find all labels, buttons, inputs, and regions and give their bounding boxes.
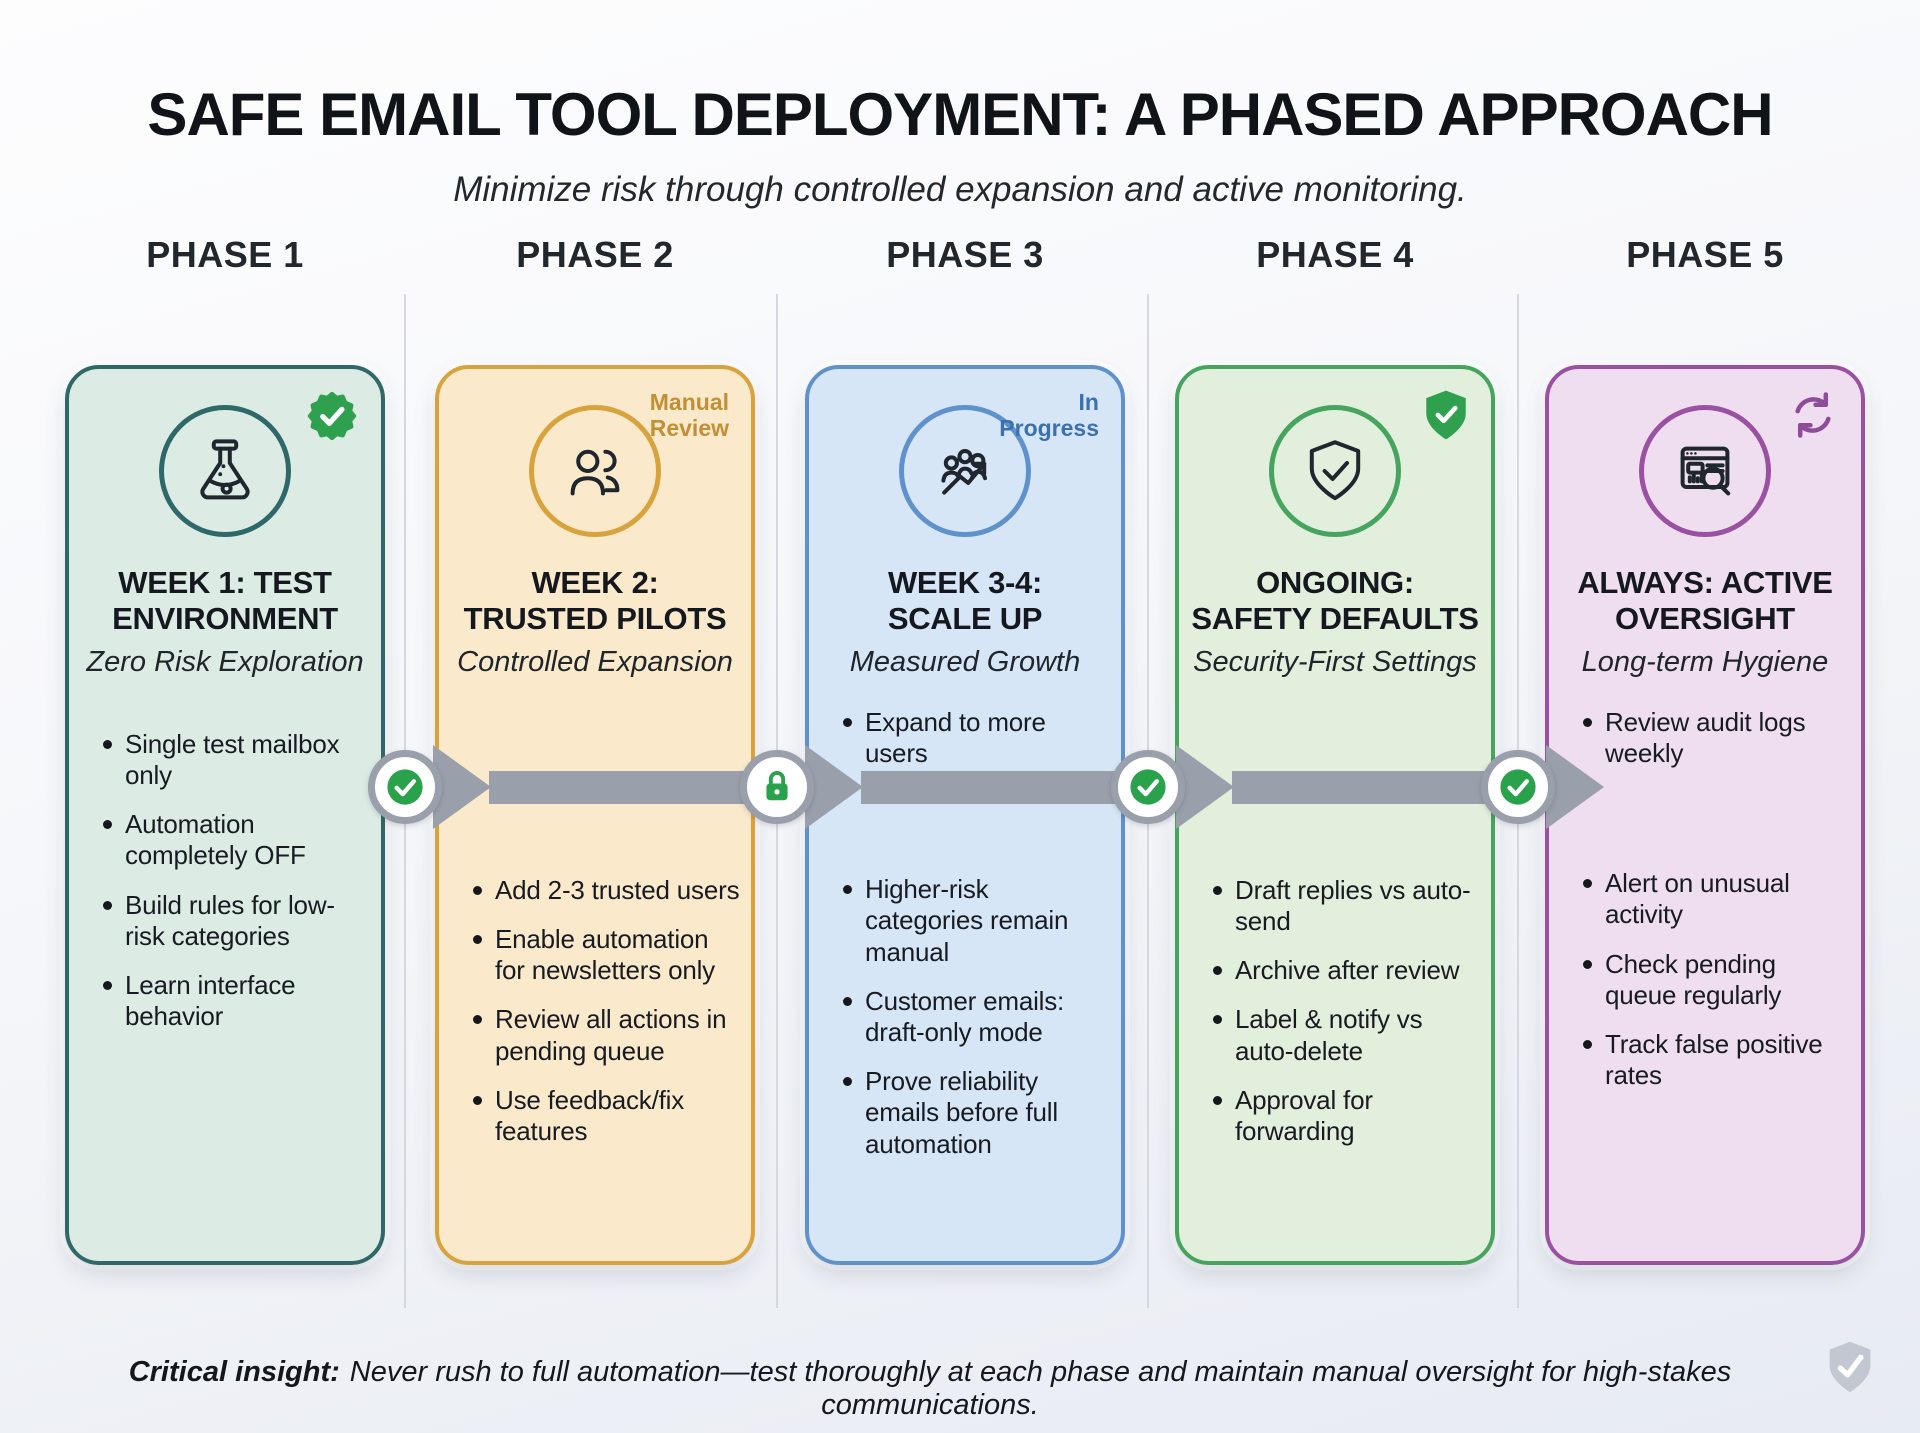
manual-review-badge: Manual Review [649, 389, 729, 442]
phase-1-header: PHASE 1 [146, 234, 304, 275]
card-title: ONGOING: SAFETY DEFAULTS [1191, 565, 1479, 636]
card-subtitle: Controlled Expansion [457, 645, 733, 678]
milestone-check-icon [1481, 750, 1555, 824]
timeline-arrow-band [1232, 771, 1498, 804]
list-item: Review all actions in pending queue [471, 1004, 743, 1066]
bullet-list: Add 2-3 trusted users Enable automation … [439, 875, 751, 1147]
bullet-list: Draft replies vs auto-send Archive after… [1179, 875, 1491, 1147]
list-item: Add 2-3 trusted users [471, 875, 743, 906]
critical-insight-note: Critical insight: Never rush to full auto… [60, 1356, 1800, 1422]
list-item: Approval for forwarding [1211, 1085, 1483, 1147]
card-title: ALWAYS: ACTIVE OVERSIGHT [1577, 565, 1833, 636]
milestone-check-icon [368, 750, 442, 824]
list-item: Review audit logs weekly [1581, 707, 1853, 769]
list-item: Learn interface behavior [101, 970, 373, 1032]
list-item: Prove reliability emails before full aut… [841, 1066, 1113, 1160]
lab-flask-icon [200, 439, 250, 500]
bullet-list: Review audit logs weekly Alert on unusua… [1549, 707, 1861, 1092]
arrowhead-icon [805, 745, 863, 829]
timeline-arrow-band [489, 771, 757, 804]
critical-insight-label: Critical insight: [128, 1356, 340, 1388]
in-progress-badge: In Progress [999, 389, 1099, 442]
team-growth-icon [941, 449, 987, 495]
page-subtitle: Minimize risk through controlled expansi… [453, 170, 1467, 209]
milestone-check-icon [1111, 750, 1185, 824]
card-title: WEEK 3-4: SCALE UP [887, 565, 1043, 636]
list-item: Archive after review [1211, 955, 1483, 986]
phase-card-safety-defaults: ONGOING: SAFETY DEFAULTS Security-First … [1175, 365, 1495, 1265]
list-item: Draft replies vs auto-send [1211, 875, 1483, 937]
list-item: Customer emails: draft-only mode [841, 986, 1113, 1048]
bullet-list: Expand to more users Higher-risk categor… [809, 707, 1121, 1160]
milestone-lock-icon [740, 750, 814, 824]
timeline-arrow-band [861, 771, 1128, 804]
users-icon [570, 449, 620, 496]
phase-icon-ring [1639, 405, 1771, 537]
phase-icon-ring [899, 405, 1031, 537]
card-subtitle: Zero Risk Exploration [86, 645, 364, 678]
list-item: Check pending queue regularly [1581, 949, 1853, 1011]
page-title: SAFE EMAIL TOOL DEPLOYMENT: A PHASED APP… [147, 81, 1773, 148]
phase-icon-ring [159, 405, 291, 537]
list-item: Automation completely OFF [101, 809, 373, 871]
card-subtitle: Security-First Settings [1193, 645, 1477, 678]
phase-2-header: PHASE 2 [516, 234, 674, 275]
phase-icon-ring [529, 405, 661, 537]
shield-check-badge-icon [1417, 383, 1475, 447]
card-title: WEEK 1: TEST ENVIRONMENT [112, 565, 338, 636]
phase-card-scale-up: In Progress WEEK 3-4: SCALE UP Measured … [805, 365, 1125, 1265]
list-item: Higher-risk categories remain manual [841, 874, 1113, 968]
shield-check-icon [1309, 440, 1361, 501]
list-item: Expand to more users [841, 707, 1113, 769]
list-item: Enable automation for newsletters only [471, 924, 743, 986]
audit-log-search-icon [1680, 446, 1731, 496]
list-item: Label & notify vs auto-delete [1211, 1004, 1483, 1066]
critical-insight-text: Never rush to full automation—test thoro… [349, 1356, 1732, 1421]
arrowhead-icon [1176, 745, 1234, 829]
list-item: Single test mailbox only [101, 729, 373, 791]
card-subtitle: Long-term Hygiene [1581, 645, 1829, 678]
phase-3-header: PHASE 3 [886, 234, 1044, 275]
phase-card-test-environment: WEEK 1: TEST ENVIRONMENT Zero Risk Explo… [65, 365, 385, 1265]
phase-4-header: PHASE 4 [1256, 234, 1414, 275]
card-title: WEEK 2: TRUSTED PILOTS [463, 565, 727, 636]
phase-5-header: PHASE 5 [1626, 234, 1784, 275]
verified-seal-check-icon [299, 383, 365, 449]
list-item: Build rules for low-risk categories [101, 890, 373, 952]
arrowhead-icon [1546, 745, 1604, 829]
list-item: Alert on unusual activity [1581, 868, 1853, 930]
list-item: Track false positive rates [1581, 1029, 1853, 1091]
arrowhead-icon [433, 745, 491, 829]
phase-icon-ring [1269, 405, 1401, 537]
refresh-cycle-icon [1781, 383, 1845, 447]
bullet-list: Single test mailbox only Automation comp… [69, 729, 381, 1033]
footer-shield-check-icon [1820, 1334, 1880, 1400]
list-item: Use feedback/fix features [471, 1085, 743, 1147]
card-subtitle: Measured Growth [849, 645, 1081, 678]
